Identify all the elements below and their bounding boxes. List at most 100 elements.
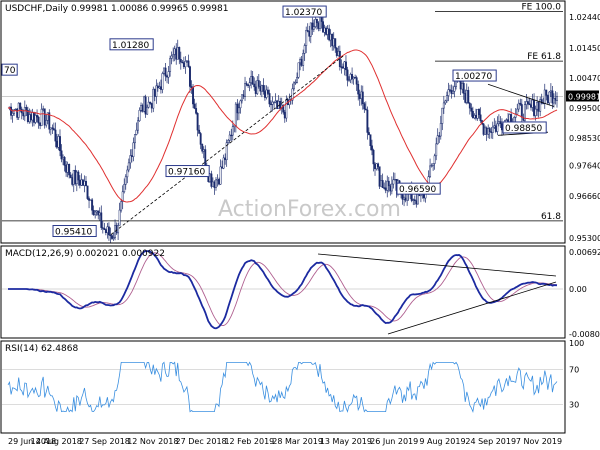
candle-body bbox=[380, 180, 383, 187]
candle-body bbox=[92, 209, 95, 216]
candle-body bbox=[311, 22, 314, 30]
x-tick: 14 Aug 2018 bbox=[31, 437, 82, 446]
price-layer: FE 100.0 FE 61.8 61.8 0.95410 1.01280 0.97160… bbox=[1, 2, 563, 243]
fib-label-1: FE 61.8 bbox=[527, 52, 561, 62]
price-annotation-box-1 bbox=[109, 38, 154, 51]
rsi-y-tick: 100 bbox=[569, 339, 584, 348]
candle-body bbox=[404, 197, 407, 201]
candle-body bbox=[225, 142, 228, 161]
candle-body bbox=[54, 129, 57, 142]
macd-signal-line bbox=[8, 252, 558, 327]
rsi-title: RSI(14) 62.4868 bbox=[5, 344, 78, 354]
candle-body bbox=[63, 157, 66, 166]
last-price-label: 0.99981 bbox=[568, 92, 600, 101]
candle-body bbox=[260, 85, 263, 92]
candle-body bbox=[551, 90, 554, 104]
candle-body bbox=[159, 86, 162, 90]
candle-body bbox=[449, 89, 451, 91]
candle-body bbox=[389, 185, 392, 192]
candle-body bbox=[256, 80, 259, 94]
candle-body bbox=[23, 107, 26, 117]
candle-body bbox=[36, 115, 39, 118]
candle-body bbox=[297, 62, 300, 78]
candle-body bbox=[107, 226, 110, 236]
candle-body bbox=[132, 142, 135, 157]
candle-body bbox=[19, 102, 22, 110]
candle-body bbox=[447, 89, 450, 96]
candle-body bbox=[369, 134, 372, 146]
candle-body bbox=[167, 71, 170, 78]
candle-body bbox=[218, 179, 220, 185]
candle-body bbox=[120, 201, 123, 211]
candle-body bbox=[124, 176, 127, 185]
candle-body bbox=[548, 91, 551, 104]
rsi-layer bbox=[2, 361, 563, 413]
candle-body bbox=[473, 115, 476, 119]
candle-body bbox=[259, 86, 262, 92]
candle-body bbox=[526, 101, 529, 104]
candle-body bbox=[445, 95, 448, 102]
candle-body bbox=[42, 108, 45, 110]
candle-body bbox=[48, 112, 51, 130]
candle-body bbox=[305, 30, 308, 46]
candle-body bbox=[166, 75, 168, 78]
candle-body bbox=[435, 143, 438, 157]
candle-body bbox=[523, 104, 526, 121]
candle-body bbox=[479, 114, 482, 121]
candle-body bbox=[500, 123, 503, 131]
candle-body bbox=[143, 96, 146, 112]
candle-body bbox=[222, 157, 225, 169]
candle-body bbox=[302, 53, 305, 66]
candle-body bbox=[516, 108, 519, 115]
candle-body bbox=[231, 126, 234, 136]
candle-body bbox=[239, 100, 242, 109]
candle-body bbox=[248, 82, 251, 86]
candle-body bbox=[525, 101, 528, 105]
candle-body bbox=[39, 122, 42, 126]
candle-body bbox=[438, 135, 441, 137]
candle-body bbox=[117, 225, 120, 234]
candle-body bbox=[45, 120, 48, 126]
candle-body bbox=[283, 111, 286, 119]
candle-body bbox=[78, 179, 81, 186]
candle-body bbox=[442, 102, 445, 109]
candle-body bbox=[273, 101, 276, 103]
candle-body bbox=[60, 150, 63, 160]
candle-body bbox=[161, 73, 164, 90]
candle-body bbox=[556, 96, 558, 101]
candle-body bbox=[432, 163, 435, 166]
candle-body bbox=[366, 109, 369, 133]
candle-body bbox=[147, 101, 150, 108]
candle-body bbox=[539, 99, 542, 112]
candle-body bbox=[488, 128, 491, 132]
candle-body bbox=[241, 94, 243, 102]
candle-body bbox=[371, 145, 373, 151]
candle-body bbox=[234, 103, 237, 126]
candle-body bbox=[485, 127, 488, 135]
candle-body bbox=[262, 85, 265, 92]
candle-body bbox=[519, 102, 522, 105]
candle-body bbox=[14, 108, 17, 111]
candle-body bbox=[179, 58, 182, 63]
candle-body bbox=[74, 169, 77, 185]
candle-body bbox=[325, 27, 328, 35]
fib-label-2: 61.8 bbox=[541, 212, 561, 222]
candle-body bbox=[247, 84, 250, 87]
candle-body bbox=[312, 26, 315, 30]
candle-body bbox=[476, 109, 479, 119]
candle-body bbox=[31, 112, 34, 121]
candle-body bbox=[345, 61, 347, 71]
candle-body bbox=[215, 179, 217, 188]
candle-body bbox=[176, 47, 179, 60]
candle-body bbox=[546, 95, 549, 104]
candle-body bbox=[103, 228, 106, 230]
candle-body bbox=[528, 103, 531, 106]
candle-body bbox=[430, 165, 433, 167]
candle-body bbox=[520, 104, 523, 118]
axis-layer: 1.02440 1.01450 1.00470 0.99500 0.98530 0.976… bbox=[8, 13, 600, 446]
candle-body bbox=[338, 50, 341, 67]
candle-body bbox=[533, 99, 536, 116]
candle-body bbox=[22, 112, 25, 117]
candle-body bbox=[95, 210, 98, 213]
candle-body bbox=[257, 80, 260, 87]
